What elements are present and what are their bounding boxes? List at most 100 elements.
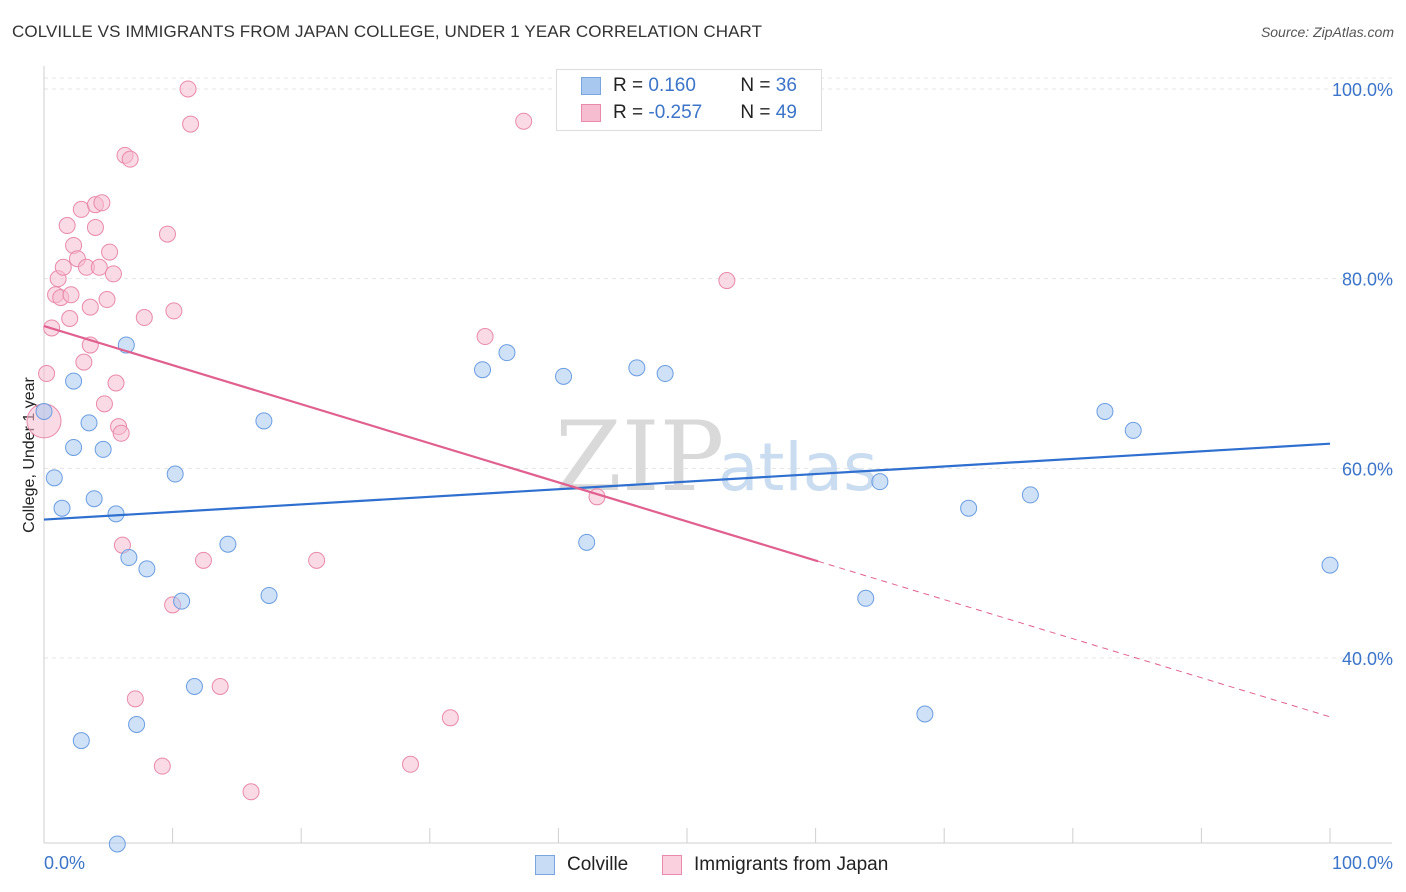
data-point: [165, 302, 183, 320]
x-tick-label-max: 100.0%: [1332, 853, 1393, 873]
data-point: [219, 535, 237, 553]
y-tick-label: 80.0%: [1342, 270, 1393, 290]
data-point: [128, 715, 146, 733]
legend-r-value: -0.257: [648, 102, 703, 123]
legend-row-colville: R = 0.160 N = 36: [581, 74, 797, 98]
source-label: Source: ZipAtlas.com: [1260, 24, 1394, 40]
data-point: [1096, 402, 1114, 420]
legend-n-value: 49: [775, 102, 797, 123]
legend-r-label: R =: [613, 102, 649, 123]
data-point: [255, 412, 273, 430]
data-point: [628, 359, 646, 377]
data-point: [260, 586, 278, 604]
data-point: [1321, 556, 1339, 574]
data-point: [81, 298, 99, 316]
data-point: [211, 678, 229, 696]
data-point: [93, 194, 111, 212]
bottom-legend-colville: Colville: [535, 852, 628, 878]
correlation-legend: R = 0.160 N = 36 R = -0.257 N = 49: [556, 69, 822, 131]
data-point: [58, 217, 76, 235]
x-tick-labels: 0.0% 100.0%: [44, 853, 1393, 873]
data-point: [138, 560, 156, 578]
series-colville: [35, 78, 1339, 853]
legend-row-japan: R = -0.257 N = 49: [581, 101, 797, 125]
trendline: [43, 325, 819, 563]
data-point: [107, 505, 125, 523]
chart-title: COLVILLE VS IMMIGRANTS FROM JAPAN COLLEG…: [12, 22, 763, 41]
bottom-legend-swatch-japan: [662, 855, 682, 875]
data-point: [90, 258, 108, 276]
data-point: [476, 328, 494, 346]
trendline: [43, 442, 1331, 521]
x-tick-label-min: 0.0%: [44, 853, 85, 873]
data-point: [72, 200, 90, 218]
data-point: [166, 465, 184, 483]
data-point: [1021, 486, 1039, 504]
data-point: [72, 732, 90, 750]
data-point: [45, 469, 63, 487]
data-point: [498, 344, 516, 362]
legend-n-label: N =: [740, 102, 776, 123]
data-point: [656, 365, 674, 383]
y-tick-label: 60.0%: [1342, 459, 1393, 479]
data-point: [61, 309, 79, 327]
data-point: [857, 589, 875, 607]
data-point: [86, 218, 104, 236]
data-point: [95, 395, 113, 413]
legend-r-value: 0.160: [648, 75, 696, 96]
y-tick-label: 40.0%: [1342, 649, 1393, 669]
data-point: [960, 499, 978, 517]
bottom-legend-label: Immigrants from Japan: [694, 854, 889, 875]
bottom-legend-label: Colville: [567, 854, 629, 875]
legend-swatch-japan: [581, 104, 601, 122]
watermark-atlas: atlas: [718, 429, 878, 506]
legend-n-value: 36: [775, 75, 797, 96]
data-point: [38, 365, 56, 383]
data-point: [871, 473, 889, 491]
data-point: [515, 112, 533, 130]
data-point: [555, 367, 573, 385]
y-axis-label: College, Under 1 year: [21, 377, 38, 533]
data-point: [121, 150, 139, 168]
data-point: [153, 757, 171, 775]
data-point: [1124, 421, 1142, 439]
data-point: [441, 709, 459, 727]
trendline: [818, 560, 1331, 718]
axes: [43, 66, 1392, 844]
data-point: [120, 549, 138, 567]
data-point: [101, 243, 119, 261]
trendlines: [43, 325, 1331, 718]
data-point: [107, 374, 125, 392]
data-point: [135, 309, 153, 327]
y-tick-labels: 40.0% 60.0% 80.0% 100.0%: [1332, 80, 1393, 669]
data-point: [194, 551, 212, 569]
data-point: [98, 291, 116, 309]
data-point: [65, 438, 83, 456]
bottom-legend-swatch-colville: [535, 855, 555, 875]
data-point: [474, 361, 492, 379]
data-point: [85, 490, 103, 508]
data-point: [80, 414, 98, 432]
data-point: [126, 690, 144, 708]
watermark-zip: ZIP: [555, 401, 724, 513]
grid-lines: [44, 77, 1392, 659]
data-point: [104, 265, 122, 283]
data-point: [182, 115, 200, 133]
data-point: [185, 678, 203, 696]
data-point: [35, 402, 53, 420]
legend-swatch-colville: [581, 77, 601, 95]
data-point: [53, 499, 71, 517]
y-tick-label: 100.0%: [1332, 80, 1393, 100]
data-point: [65, 372, 83, 390]
data-point: [54, 258, 72, 276]
data-point: [62, 286, 80, 304]
data-point: [112, 424, 130, 442]
data-point: [108, 835, 126, 853]
data-point: [179, 80, 197, 98]
data-point: [718, 272, 736, 290]
data-point: [916, 705, 934, 723]
legend-n-label: N =: [740, 75, 776, 96]
data-point: [308, 551, 326, 569]
data-point: [94, 440, 112, 458]
